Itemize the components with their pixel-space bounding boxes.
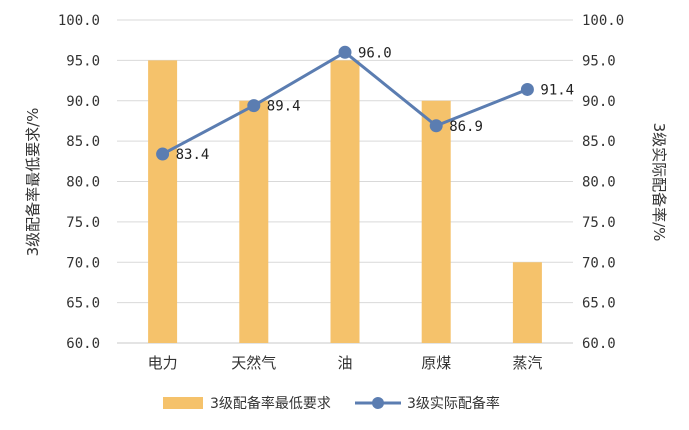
left-tick-label: 60.0 [66, 336, 100, 352]
legend-line-marker [372, 397, 384, 409]
category-label: 原煤 [421, 354, 451, 372]
data-label: 83.4 [176, 147, 210, 163]
right-tick-label: 85.0 [582, 134, 616, 150]
right-tick-label: 100.0 [582, 13, 624, 29]
category-label: 电力 [148, 354, 178, 372]
left-tick-label: 80.0 [66, 175, 100, 191]
left-tick-label: 75.0 [66, 215, 100, 231]
category-label: 天然气 [231, 354, 276, 372]
right-axis-title: 3级实际配备率/% [650, 123, 668, 242]
right-tick-label: 65.0 [582, 296, 616, 312]
category-label: 油 [337, 354, 352, 372]
bar [421, 100, 451, 343]
right-tick-label: 90.0 [582, 94, 616, 110]
right-tick-label: 75.0 [582, 215, 616, 231]
bar [512, 262, 542, 343]
left-axis-title: 3级配备率最低要求/% [24, 108, 42, 257]
category-label: 蒸汽 [512, 354, 542, 372]
left-tick-label: 90.0 [66, 94, 100, 110]
left-axis-ticks: 60.0 65.0 70.0 75.0 80.0 85.0 90.0 95.0 100.0 [58, 13, 100, 352]
line-point [520, 82, 534, 96]
left-tick-label: 70.0 [66, 255, 100, 271]
right-tick-label: 80.0 [582, 175, 616, 191]
left-tick-label: 65.0 [66, 296, 100, 312]
legend-bar-swatch [163, 397, 203, 409]
bar [239, 100, 269, 343]
legend-line-label: 3级实际配备率 [407, 395, 500, 412]
left-tick-label: 85.0 [66, 134, 100, 150]
data-label: 96.0 [358, 45, 392, 61]
legend-bar-label: 3级配备率最低要求 [210, 395, 331, 412]
line-series [156, 45, 534, 161]
right-tick-label: 95.0 [582, 53, 616, 69]
right-axis-ticks: 60.0 65.0 70.0 75.0 80.0 85.0 90.0 95.0 100.0 [582, 13, 624, 352]
data-labels: 83.4 89.4 96.0 86.9 91.4 [176, 45, 575, 163]
bar-series [148, 60, 542, 343]
data-label: 89.4 [267, 99, 301, 115]
right-tick-label: 70.0 [582, 255, 616, 271]
bar [330, 60, 360, 343]
left-tick-label: 100.0 [58, 13, 100, 29]
legend: 3级配备率最低要求 3级实际配备率 [163, 395, 500, 412]
line-point [156, 147, 170, 161]
bar [148, 60, 178, 343]
left-tick-label: 95.0 [66, 53, 100, 69]
data-label: 91.4 [540, 82, 574, 98]
data-label: 86.9 [449, 119, 483, 135]
line-point [429, 119, 443, 133]
line-point [338, 45, 352, 59]
category-labels: 电力 天然气 油 原煤 蒸汽 [148, 354, 543, 372]
line-point [247, 99, 261, 113]
right-tick-label: 60.0 [582, 336, 616, 352]
